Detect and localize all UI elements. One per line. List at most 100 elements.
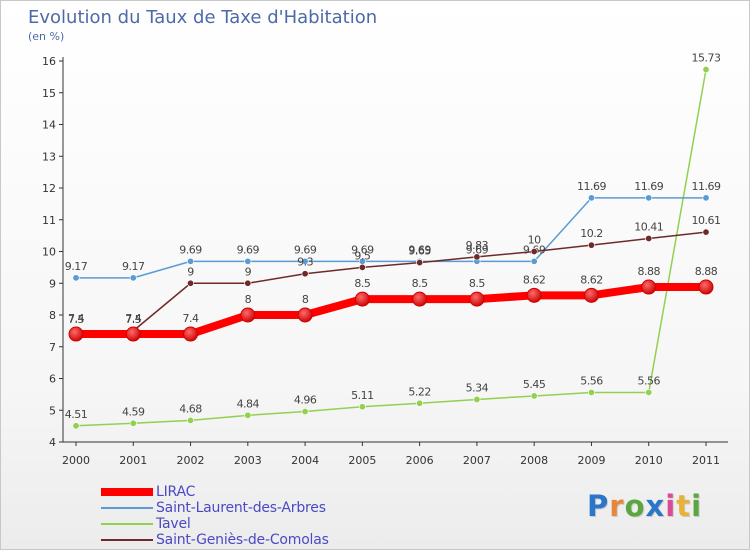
- data-label: 4.96: [294, 394, 317, 407]
- x-tick-label: 2011: [692, 454, 720, 467]
- y-tick-label: 14: [42, 119, 56, 132]
- data-label: 9.69: [179, 243, 202, 256]
- logo-letter: x: [645, 489, 666, 523]
- data-label: 11.69: [692, 180, 721, 193]
- data-label: 8.88: [695, 265, 718, 278]
- x-tick-label: 2006: [406, 454, 434, 467]
- data-label: 9.69: [351, 243, 374, 256]
- data-point: [587, 194, 595, 202]
- series-lirac: 7.4 7.4 7.4 8 8 8.5 8.5 8.5 8.62 8.62 8.88 8.88: [68, 265, 718, 342]
- data-point: [354, 291, 370, 307]
- data-point: [125, 326, 141, 342]
- data-label: 10.2: [580, 227, 603, 240]
- data-point: [530, 257, 538, 265]
- data-label: 9: [187, 265, 194, 278]
- data-label: 4.59: [122, 405, 145, 418]
- x-tick-label: 2002: [177, 454, 205, 467]
- y-tick-label: 9: [49, 277, 56, 290]
- legend-label: Tavel: [156, 516, 191, 532]
- data-point: [358, 403, 366, 411]
- data-label: 8: [302, 293, 309, 306]
- logo-letter: o: [624, 489, 646, 523]
- data-point: [416, 259, 424, 267]
- data-point: [68, 326, 84, 342]
- data-point: [645, 388, 653, 396]
- data-label: 8.62: [580, 273, 603, 286]
- data-point: [641, 279, 657, 295]
- legend-swatch: [101, 523, 153, 525]
- y-tick-label: 16: [42, 55, 56, 68]
- series-saint-genies-de-comolas: 7.5 7.5 9 9 9.3 9.5 9.65 9.83 10 10.2 10.41 10.61: [68, 214, 721, 335]
- data-point: [473, 395, 481, 403]
- legend-label: LIRAC: [156, 484, 196, 500]
- x-tick-label: 2000: [62, 454, 90, 467]
- data-point: [526, 287, 542, 303]
- data-point: [583, 287, 599, 303]
- y-tick-label: 4: [49, 436, 56, 449]
- data-point: [702, 228, 710, 236]
- data-point: [187, 416, 195, 424]
- legend-swatch: [101, 507, 153, 509]
- x-tick-label: 2004: [291, 454, 319, 467]
- legend-label: Saint-Laurent-des-Arbres: [156, 500, 326, 516]
- data-point: [530, 392, 538, 400]
- legend-item: Saint-Laurent-des-Arbres: [101, 500, 329, 516]
- y-tick-label: 7: [49, 341, 56, 354]
- data-point: [702, 194, 710, 202]
- data-label: 4.84: [237, 397, 260, 410]
- y-tick-label: 11: [42, 214, 56, 227]
- data-label: 9.69: [237, 243, 260, 256]
- data-label: 9.69: [466, 243, 489, 256]
- data-point: [416, 399, 424, 407]
- data-label: 8.62: [523, 273, 546, 286]
- legend-item: Saint-Geniès-de-Comolas: [101, 532, 329, 548]
- data-point: [129, 274, 137, 282]
- data-point: [244, 411, 252, 419]
- data-label: 9.65: [408, 245, 431, 258]
- y-tick-label: 10: [42, 246, 56, 259]
- data-point: [129, 419, 137, 427]
- data-label: 7.4: [183, 312, 199, 325]
- data-point: [240, 307, 256, 323]
- data-label: 9.83: [466, 239, 489, 252]
- data-point: [244, 279, 252, 287]
- data-point: [587, 241, 595, 249]
- data-label: 10.41: [634, 220, 663, 233]
- data-label: 7.5: [125, 313, 141, 326]
- data-point: [587, 388, 595, 396]
- chart-unit-label: (en %): [28, 30, 65, 43]
- data-label: 10: [528, 234, 541, 247]
- data-point: [187, 257, 195, 265]
- y-tick-label: 13: [42, 150, 56, 163]
- logo-letter: P: [587, 489, 610, 523]
- legend-item: LIRAC: [101, 484, 329, 500]
- data-label: 9.17: [122, 260, 145, 273]
- data-label: 4.51: [65, 408, 88, 421]
- data-label: 9.69: [294, 243, 317, 256]
- y-tick-label: 12: [42, 182, 56, 195]
- legend-item: Tavel: [101, 516, 329, 532]
- data-label: 7.5: [68, 313, 84, 326]
- data-label: 5.11: [351, 389, 374, 402]
- y-tick-label: 8: [49, 309, 56, 322]
- series-line: [76, 283, 706, 339]
- data-point: [412, 291, 428, 307]
- data-label: 9.5: [354, 249, 370, 262]
- data-point: [698, 279, 714, 295]
- x-tick-label: 2009: [577, 454, 605, 467]
- data-label: 8: [245, 293, 252, 306]
- data-point: [72, 422, 80, 430]
- chart-title: Evolution du Taux de Taxe d'Habitation: [28, 7, 378, 28]
- logo-letter: r: [609, 489, 625, 523]
- data-label: 15.73: [692, 52, 721, 65]
- data-label: 9.69: [408, 243, 431, 256]
- series-line: [76, 231, 707, 332]
- data-label: 5.56: [637, 374, 660, 387]
- data-label: 9.17: [65, 260, 88, 273]
- chart-legend: LIRAC Saint-Laurent-des-Arbres Tavel Saint-…: [101, 484, 329, 548]
- data-point: [187, 279, 195, 287]
- x-tick-label: 2010: [635, 454, 663, 467]
- series-line: [76, 197, 706, 279]
